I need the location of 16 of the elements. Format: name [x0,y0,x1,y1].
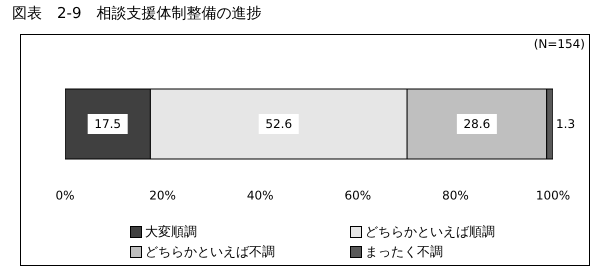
legend-label: どちらかといえば順調 [365,224,495,241]
x-tick-label: 20% [149,188,176,203]
legend-label: まったく不調 [365,244,443,261]
x-tick-label: 0% [55,188,75,203]
data-label: 1.3 [556,117,576,131]
x-tick-label: 100% [536,188,570,203]
data-label: 52.6 [265,117,292,131]
data-label: 28.6 [464,117,490,131]
x-tick-label: 40% [246,188,274,203]
data-label: 17.5 [94,117,122,131]
legend-label: どちらかといえば不調 [145,244,275,261]
chart-title: 図表 2-9 相談支援体制整備の進捗 [12,4,262,23]
text: (N=154) [534,37,585,51]
x-tick-label: 80% [442,188,469,203]
x-tick-label: 60% [344,188,372,203]
legend-label: 大変順調 [145,224,197,241]
